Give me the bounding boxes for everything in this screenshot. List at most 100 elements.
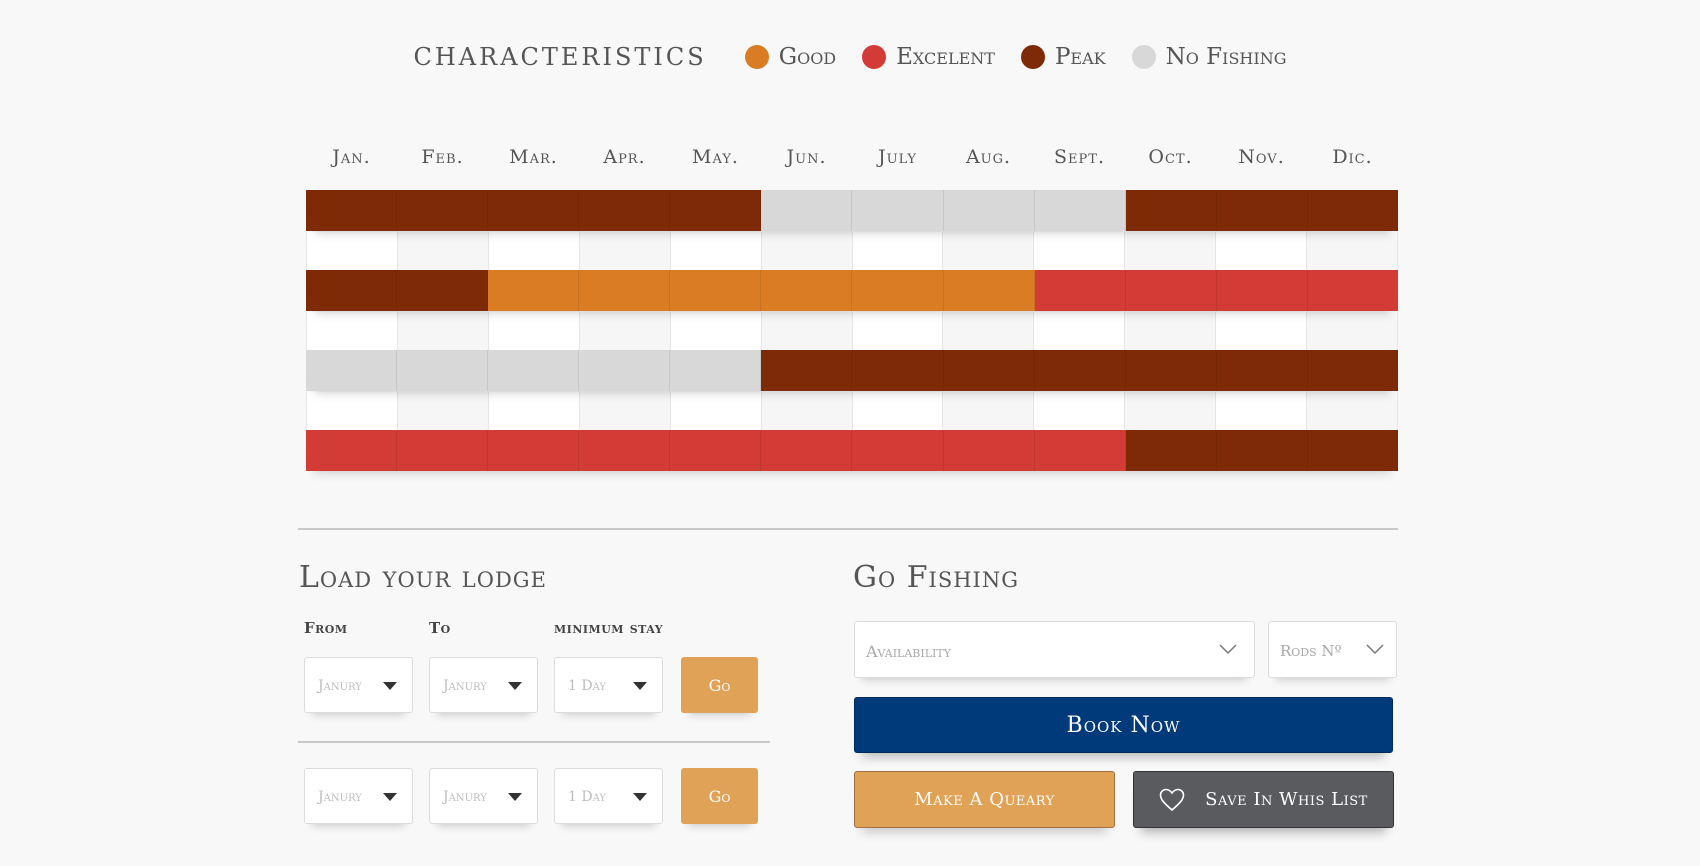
availability-select-value: Availability [866,642,951,661]
calendar-cell-peak [761,350,853,391]
month-label: Mar. [509,146,558,168]
month-label: Oct. [1148,146,1193,168]
calendar-cell-excellent [1307,270,1398,311]
calendar-cell-good [488,270,580,311]
month-label: May. [692,146,739,168]
calendar-cell-peak [306,270,398,311]
go-button[interactable]: Go [681,768,758,824]
legend-item-good: Good [744,44,837,70]
calendar-cell-none [943,190,1035,231]
month-label: Apr. [603,146,646,168]
heart-icon [1159,788,1185,811]
min-stay-select-value: 1 Day [568,789,606,805]
calendar-cell-good [852,270,944,311]
month-label: Dic. [1332,146,1373,168]
calendar-cell-peak [579,190,671,231]
calendar-spacer-row [306,232,1399,270]
from-select[interactable]: Janury [304,768,413,824]
calendar-cell-none [1034,190,1126,231]
book-now-button[interactable]: Book Now [854,697,1393,753]
legend-dot-peak [1020,45,1045,69]
calendar-cell-peak [1125,190,1217,231]
calendar-row [306,430,1398,471]
min-stay-select[interactable]: 1 Day [554,768,663,824]
to-select[interactable]: Janury [429,657,538,713]
calendar-row [306,350,1398,391]
calendar-cell-excellent [488,430,580,471]
calendar-cell-good [579,270,671,311]
calendar-cell-none [306,350,398,391]
calendar-cell-none [670,350,762,391]
calendar-cell-excellent [670,430,762,471]
month-label: July [878,146,917,168]
rods-select[interactable]: Rods Nº [1268,621,1397,678]
calendar-cell-peak [1125,350,1217,391]
calendar-cell-peak [1307,350,1398,391]
calendar-cell-peak [306,190,398,231]
month-label: Sept. [1054,146,1105,168]
month-label: Jan. [332,146,371,168]
to-label: To [429,619,451,637]
calendar-cell-peak [397,190,489,231]
legend-label-excellent: Excelent [896,44,995,70]
from-label: From [304,619,348,637]
calendar-cell-peak [397,270,489,311]
section-divider [298,528,1398,530]
calendar-cell-excellent [579,430,671,471]
make-query-button[interactable]: Make A Queary [854,771,1115,828]
caret-down-icon [383,793,397,801]
legend-dot-no-fishing [1131,45,1156,69]
from-select[interactable]: Janury [304,657,413,713]
month-label: Feb. [421,146,464,168]
calendar-cell-peak [943,350,1035,391]
legend-label-good: Good [778,44,837,70]
legend-item-no-fishing: No Fishing [1131,44,1287,70]
caret-down-icon [508,682,522,690]
calendar-cell-none [852,190,944,231]
legend-title: Characteristics [413,43,707,71]
fishing-title: Go Fishing [853,560,1019,595]
calendar-cell-none [579,350,671,391]
to-select-value: Janury [443,678,487,694]
calendar-cell-excellent [1216,270,1308,311]
calendar-cell-excellent [306,430,398,471]
legend-label-peak: Peak [1054,44,1106,70]
legend-dot-excellent [862,45,887,69]
to-select[interactable]: Janury [429,768,538,824]
month-label: Aug. [965,146,1012,168]
go-button[interactable]: Go [681,657,758,713]
from-select-value: Janury [318,678,362,694]
calendar-cell-good [670,270,762,311]
save-wishlist-label: Save In Whis List [1205,789,1368,810]
calendar-cell-peak [1216,430,1308,471]
calendar-cell-peak [1216,190,1308,231]
calendar-spacer-row [306,392,1399,430]
calendar-cell-excellent [1034,270,1126,311]
season-calendar [306,190,1399,471]
legend-label-no-fishing: No Fishing [1165,44,1287,70]
availability-select[interactable]: Availability [854,621,1255,678]
calendar-cell-none [488,350,580,391]
calendar-cell-peak [852,350,944,391]
calendar-cell-peak [488,190,580,231]
chevron-down-icon [1219,644,1237,655]
month-label: Nov. [1238,146,1285,168]
calendar-cell-peak [1034,350,1126,391]
legend-item-peak: Peak [1020,44,1106,70]
calendar-cell-none [761,190,853,231]
calendar-cell-excellent [1034,430,1126,471]
calendar-cell-excellent [1125,270,1217,311]
calendar-cell-excellent [397,430,489,471]
calendar-cell-good [943,270,1035,311]
chevron-down-icon [1366,644,1384,655]
min-stay-select[interactable]: 1 Day [554,657,663,713]
calendar-cell-none [397,350,489,391]
lodge-divider [298,741,770,743]
calendar-cell-peak [1307,190,1398,231]
legend-dot-good [744,45,769,69]
min-stay-label: minimum stay [554,619,664,637]
save-wishlist-button[interactable]: Save In Whis List [1133,771,1394,828]
calendar-spacer-row [306,312,1399,350]
calendar-cell-excellent [852,430,944,471]
caret-down-icon [508,793,522,801]
